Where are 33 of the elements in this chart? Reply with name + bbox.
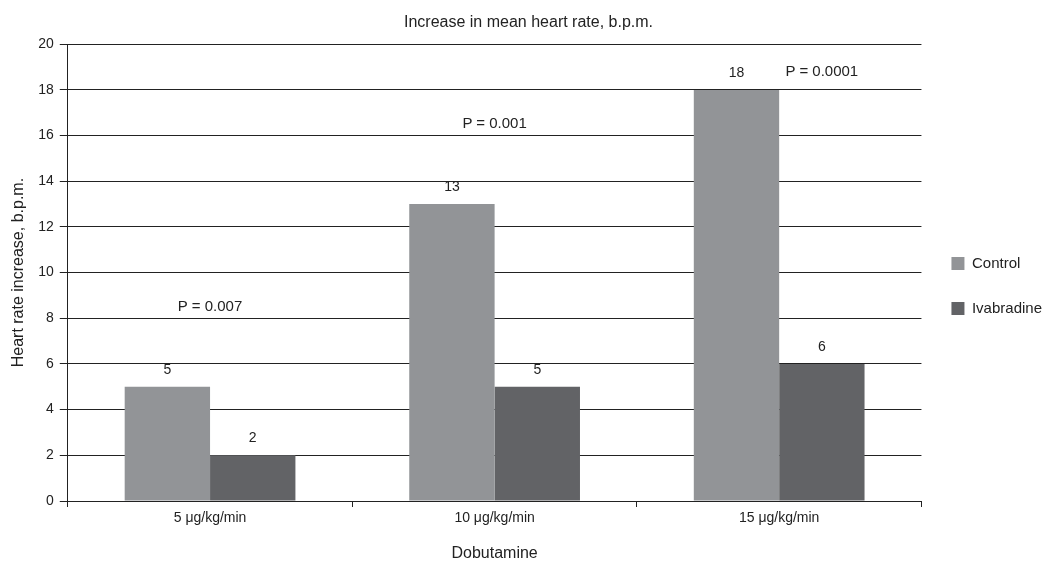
y-tick-label: 20 [38, 35, 54, 52]
legend-label: Control [971, 253, 1021, 271]
bar [210, 455, 296, 501]
legend-label: Ivabradine [971, 298, 1043, 316]
y-tick-label: 18 [38, 80, 54, 97]
bar [779, 363, 865, 501]
chart-title: Increase in mean heart rate, b.p.m. [403, 13, 654, 31]
bar [124, 386, 211, 501]
data-label: 5 [533, 360, 542, 377]
y-tick-label: 0 [45, 491, 54, 508]
y-tick-label: 4 [45, 400, 54, 417]
x-tick-label: 5 μg/kg/min [173, 509, 247, 526]
x-tick-label: 10 μg/kg/min [454, 509, 535, 526]
y-tick-label: 16 [38, 126, 54, 143]
y-tick-label: 10 [38, 263, 54, 280]
bar [494, 386, 580, 501]
x-tick-label: 15 μg/kg/min [738, 509, 820, 526]
data-label: 18 [728, 63, 745, 80]
x-axis-title: Dobutamine [451, 543, 538, 561]
y-tick-label: 14 [38, 172, 54, 189]
y-tick-label: 12 [38, 217, 54, 234]
annotation: P = 0.0001 [785, 62, 859, 80]
bar [693, 89, 780, 501]
bar [409, 204, 495, 501]
y-tick-label: 8 [45, 309, 54, 326]
annotation: P = 0.007 [177, 296, 243, 314]
data-label: 5 [163, 360, 172, 377]
annotation: P = 0.001 [462, 114, 527, 132]
y-tick-label: 2 [45, 446, 54, 463]
data-label: 6 [817, 337, 826, 354]
data-label: 2 [248, 429, 257, 446]
y-tick-label: 6 [45, 354, 54, 371]
y-axis-title: Heart rate increase, b.p.m. [9, 177, 27, 368]
